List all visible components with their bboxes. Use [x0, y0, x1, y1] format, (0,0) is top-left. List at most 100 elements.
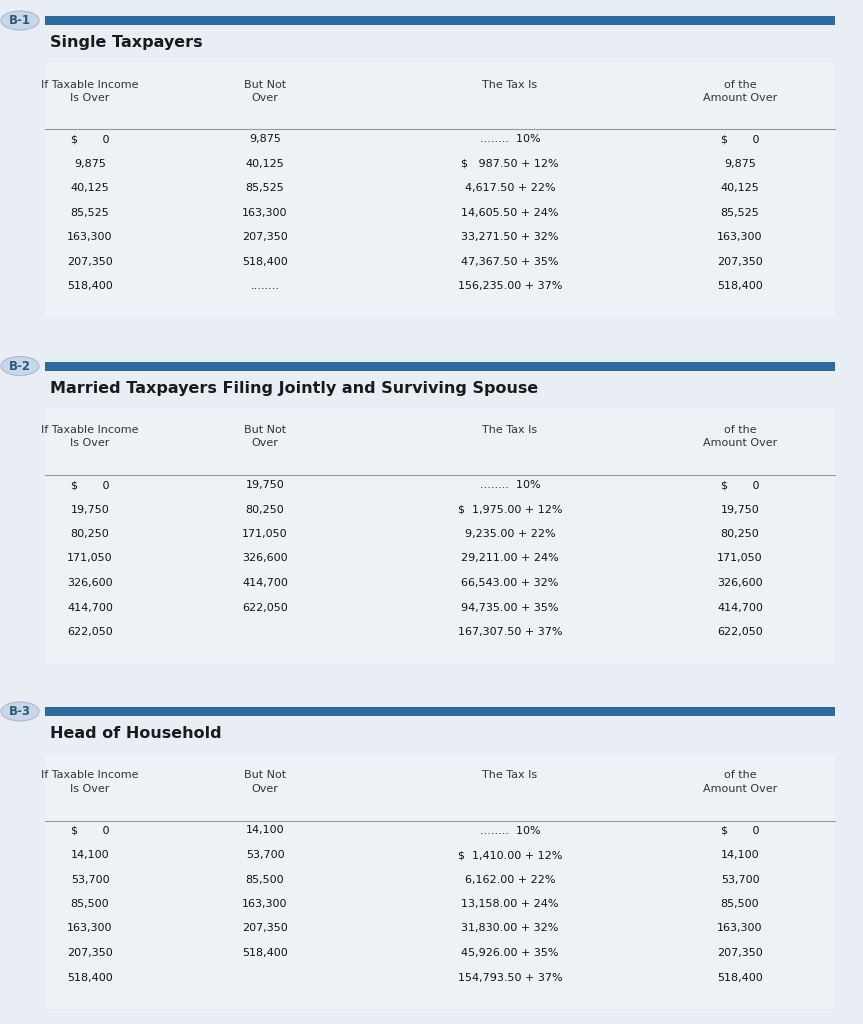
Text: 207,350: 207,350 — [717, 257, 763, 267]
Text: $       0: $ 0 — [71, 480, 110, 490]
Text: 14,100: 14,100 — [246, 825, 284, 836]
Text: 163,300: 163,300 — [717, 232, 763, 243]
Text: 14,100: 14,100 — [71, 850, 110, 860]
Bar — [45, 754, 835, 1009]
Text: 40,125: 40,125 — [721, 183, 759, 194]
Text: 518,400: 518,400 — [67, 282, 113, 292]
Text: 85,500: 85,500 — [246, 874, 284, 885]
Bar — [45, 62, 835, 318]
Text: 19,750: 19,750 — [721, 505, 759, 514]
Text: 80,250: 80,250 — [71, 529, 110, 539]
Text: 66,543.00 + 32%: 66,543.00 + 32% — [462, 578, 558, 588]
Text: 19,750: 19,750 — [71, 505, 110, 514]
Text: 622,050: 622,050 — [67, 627, 113, 637]
Text: Head of Household: Head of Household — [50, 726, 222, 741]
Text: But Not
Over: But Not Over — [244, 770, 286, 794]
Text: 414,700: 414,700 — [717, 602, 763, 612]
Bar — [45, 361, 835, 371]
Text: 326,600: 326,600 — [67, 578, 113, 588]
Text: But Not
Over: But Not Over — [244, 425, 286, 449]
Text: 163,300: 163,300 — [67, 232, 113, 243]
Text: 31,830.00 + 32%: 31,830.00 + 32% — [462, 924, 558, 934]
Text: $  1,410.00 + 12%: $ 1,410.00 + 12% — [457, 850, 562, 860]
Text: 326,600: 326,600 — [243, 554, 288, 563]
Text: 518,400: 518,400 — [243, 948, 288, 958]
Text: 326,600: 326,600 — [717, 578, 763, 588]
Text: $       0: $ 0 — [71, 825, 110, 836]
Text: B-1: B-1 — [9, 14, 31, 27]
Text: ........  10%: ........ 10% — [480, 480, 540, 490]
Text: 19,750: 19,750 — [246, 480, 285, 490]
Text: 6,162.00 + 22%: 6,162.00 + 22% — [465, 874, 555, 885]
Text: $       0: $ 0 — [721, 134, 759, 144]
Text: 414,700: 414,700 — [242, 578, 288, 588]
Text: 14,100: 14,100 — [721, 850, 759, 860]
Bar — [45, 16, 835, 25]
Text: 85,525: 85,525 — [71, 208, 110, 218]
Text: 29,211.00 + 24%: 29,211.00 + 24% — [461, 554, 559, 563]
Text: 9,235.00 + 22%: 9,235.00 + 22% — [464, 529, 555, 539]
Text: $       0: $ 0 — [721, 480, 759, 490]
Ellipse shape — [1, 702, 39, 721]
Text: 171,050: 171,050 — [717, 554, 763, 563]
Text: 53,700: 53,700 — [246, 850, 284, 860]
Text: $   987.50 + 12%: $ 987.50 + 12% — [461, 159, 559, 169]
Text: 53,700: 53,700 — [71, 874, 110, 885]
Text: The Tax Is: The Tax Is — [482, 770, 538, 780]
Text: If Taxable Income
Is Over: If Taxable Income Is Over — [41, 425, 139, 449]
Text: 207,350: 207,350 — [243, 232, 288, 243]
Text: 33,271.50 + 32%: 33,271.50 + 32% — [461, 232, 558, 243]
Text: 207,350: 207,350 — [67, 257, 113, 267]
Text: If Taxable Income
Is Over: If Taxable Income Is Over — [41, 80, 139, 102]
Text: The Tax Is: The Tax Is — [482, 425, 538, 435]
Ellipse shape — [1, 11, 39, 30]
Text: The Tax Is: The Tax Is — [482, 80, 538, 89]
Text: 53,700: 53,700 — [721, 874, 759, 885]
Text: of the
Amount Over: of the Amount Over — [702, 80, 777, 102]
Text: 4,617.50 + 22%: 4,617.50 + 22% — [464, 183, 555, 194]
Text: 518,400: 518,400 — [243, 257, 288, 267]
Text: 85,500: 85,500 — [721, 899, 759, 909]
Text: 47,367.50 + 35%: 47,367.50 + 35% — [461, 257, 558, 267]
Text: ........: ........ — [250, 282, 280, 292]
Text: 85,525: 85,525 — [721, 208, 759, 218]
Ellipse shape — [1, 356, 39, 376]
Text: 45,926.00 + 35%: 45,926.00 + 35% — [461, 948, 558, 958]
Text: B-2: B-2 — [9, 359, 31, 373]
Text: B-3: B-3 — [9, 705, 31, 718]
Text: 207,350: 207,350 — [243, 924, 288, 934]
Text: 13,158.00 + 24%: 13,158.00 + 24% — [461, 899, 558, 909]
Text: 94,735.00 + 35%: 94,735.00 + 35% — [461, 602, 558, 612]
Text: 9,875: 9,875 — [249, 134, 281, 144]
Bar — [45, 707, 835, 716]
Text: 171,050: 171,050 — [67, 554, 113, 563]
Text: 163,300: 163,300 — [717, 924, 763, 934]
Text: 207,350: 207,350 — [67, 948, 113, 958]
Text: 622,050: 622,050 — [243, 602, 288, 612]
Text: 40,125: 40,125 — [71, 183, 110, 194]
Text: 40,125: 40,125 — [246, 159, 285, 169]
Text: 163,300: 163,300 — [243, 208, 287, 218]
Text: 518,400: 518,400 — [717, 282, 763, 292]
Text: 154,793.50 + 37%: 154,793.50 + 37% — [457, 973, 563, 982]
Text: 622,050: 622,050 — [717, 627, 763, 637]
Text: ........  10%: ........ 10% — [480, 825, 540, 836]
Text: But Not
Over: But Not Over — [244, 80, 286, 102]
Text: 156,235.00 + 37%: 156,235.00 + 37% — [457, 282, 562, 292]
Text: If Taxable Income
Is Over: If Taxable Income Is Over — [41, 770, 139, 794]
Text: 163,300: 163,300 — [67, 924, 113, 934]
Text: Married Taxpayers Filing Jointly and Surviving Spouse: Married Taxpayers Filing Jointly and Sur… — [50, 381, 539, 396]
Text: Single Taxpayers: Single Taxpayers — [50, 36, 203, 50]
Text: $  1,975.00 + 12%: $ 1,975.00 + 12% — [457, 505, 563, 514]
Text: 518,400: 518,400 — [717, 973, 763, 982]
Text: $       0: $ 0 — [71, 134, 110, 144]
Text: 171,050: 171,050 — [243, 529, 288, 539]
Text: 14,605.50 + 24%: 14,605.50 + 24% — [461, 208, 558, 218]
Text: 207,350: 207,350 — [717, 948, 763, 958]
Text: ........  10%: ........ 10% — [480, 134, 540, 144]
Text: 80,250: 80,250 — [721, 529, 759, 539]
Text: 163,300: 163,300 — [243, 899, 287, 909]
Text: of the
Amount Over: of the Amount Over — [702, 770, 777, 794]
Text: 414,700: 414,700 — [67, 602, 113, 612]
Bar — [45, 408, 835, 664]
